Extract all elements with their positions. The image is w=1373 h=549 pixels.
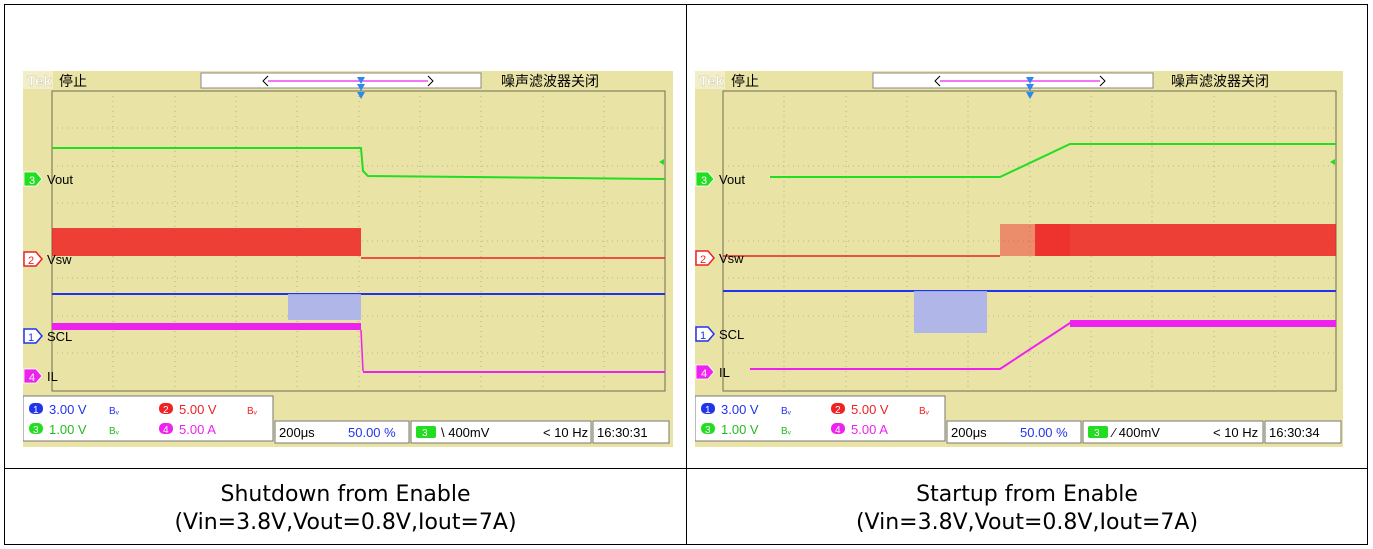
right-timebase: 200μs xyxy=(951,425,987,440)
svg-text:4: 4 xyxy=(163,425,169,436)
svg-text:3: 3 xyxy=(1094,428,1100,439)
left-caption-cell: Shutdown from Enable (Vin=3.8V,Vout=0.8V… xyxy=(4,468,687,545)
left-ch2-scale: 5.00 V xyxy=(179,402,217,417)
right-noise-filter-text: 噪声滤波器关闭 xyxy=(1171,74,1269,90)
right-vsw-trace xyxy=(723,224,1336,257)
svg-text:1: 1 xyxy=(28,332,34,344)
svg-text:Bᵥ: Bᵥ xyxy=(109,426,120,437)
right-ch3-scale: 1.00 V xyxy=(721,422,759,437)
svg-text:2: 2 xyxy=(700,254,706,266)
right-scl-trace xyxy=(723,290,1336,333)
left-noise-filter-text: 噪声滤波器关闭 xyxy=(501,74,599,90)
left-trigger-level: \ 400mV xyxy=(441,425,490,440)
svg-text:1: 1 xyxy=(33,405,39,416)
right-caption-cell: Startup from Enable (Vin=3.8V,Vout=0.8V,… xyxy=(686,468,1368,545)
left-trigger-freq: < 10 Hz xyxy=(543,425,588,440)
svg-text:3: 3 xyxy=(422,428,428,439)
left-channel-tag-vsw: 2 Vsw xyxy=(23,251,72,267)
left-scl-trace xyxy=(52,293,665,320)
right-channel-tag-vout: 3 Vout xyxy=(695,171,745,187)
svg-text:3: 3 xyxy=(705,425,711,436)
figure-table: Tek 停止 噪声滤波器关闭 xyxy=(4,4,1368,545)
left-status-text: 停止 xyxy=(59,73,87,90)
left-timebase: 200μs xyxy=(279,425,315,440)
right-tek-logo: Tek xyxy=(699,73,724,90)
svg-text:Vout: Vout xyxy=(719,172,745,187)
right-il-trace xyxy=(750,320,1336,370)
svg-text:Bᵥ: Bᵥ xyxy=(247,406,258,417)
svg-text:3: 3 xyxy=(701,175,707,187)
left-trigger-marker-icon xyxy=(357,77,365,84)
svg-text:IL: IL xyxy=(47,369,58,384)
right-trigger-freq: < 10 Hz xyxy=(1213,425,1258,440)
left-readout-bar: 1 3.00 V Bᵥ 2 5.00 V Bᵥ 3 1.00 V Bᵥ 4 5.… xyxy=(23,395,670,444)
svg-text:2: 2 xyxy=(28,255,34,267)
left-caption-conditions: (Vin=3.8V,Vout=0.8V,Iout=7A) xyxy=(174,510,517,535)
left-caption-title: Shutdown from Enable xyxy=(220,482,471,507)
right-trigger-level: ∕ 400mV xyxy=(1110,425,1160,440)
left-vout-trace xyxy=(52,147,666,180)
svg-text:Bᵥ: Bᵥ xyxy=(919,406,930,417)
svg-text:4: 4 xyxy=(701,368,707,380)
left-channel-tag-il: 4 IL xyxy=(23,368,58,384)
svg-text:SCL: SCL xyxy=(719,327,744,342)
svg-text:Vout: Vout xyxy=(47,172,73,187)
svg-text:3: 3 xyxy=(33,425,39,436)
right-trigger-marker-icon xyxy=(1026,77,1034,84)
svg-text:2: 2 xyxy=(835,405,841,416)
svg-text:4: 4 xyxy=(29,372,35,384)
left-scope-svg: Tek 停止 噪声滤波器关闭 xyxy=(23,71,673,444)
right-caption-conditions: (Vin=3.8V,Vout=0.8V,Iout=7A) xyxy=(855,510,1199,535)
left-ch4-scale: 5.00 A xyxy=(179,422,216,437)
right-readout-bar: 1 3.00 V Bᵥ 2 5.00 V Bᵥ 3 1.00 V Bᵥ 4 5.… xyxy=(695,395,1342,444)
right-scope-svg: Tek 停止 噪声滤波器关闭 xyxy=(695,71,1343,444)
right-vout-trace xyxy=(770,143,1336,178)
svg-text:2: 2 xyxy=(163,405,169,416)
svg-text:1: 1 xyxy=(700,330,706,342)
right-ch1-scale: 3.00 V xyxy=(721,402,759,417)
right-status-text: 停止 xyxy=(731,73,759,90)
svg-text:Bᵥ: Bᵥ xyxy=(109,406,120,417)
left-il-trace xyxy=(52,323,665,373)
right-channel-tag-scl: 1 SCL xyxy=(695,326,744,342)
left-trigger-position: 50.00 % xyxy=(348,425,396,440)
left-channel-tag-scl: 1 SCL xyxy=(23,328,72,344)
svg-text:Vsw: Vsw xyxy=(47,252,72,267)
svg-text:Bᵥ: Bᵥ xyxy=(781,406,792,417)
svg-text:Bᵥ: Bᵥ xyxy=(781,426,792,437)
svg-text:IL: IL xyxy=(719,365,730,380)
left-clock-time: 16:30:31 xyxy=(597,425,648,440)
left-tek-logo: Tek xyxy=(27,73,52,90)
right-clock-time: 16:30:34 xyxy=(1269,425,1320,440)
left-image-cell: Tek 停止 噪声滤波器关闭 xyxy=(4,4,687,469)
right-trigger-position: 50.00 % xyxy=(1020,425,1068,440)
right-caption-title: Startup from Enable xyxy=(916,482,1138,507)
svg-text:3: 3 xyxy=(29,175,35,187)
svg-text:4: 4 xyxy=(835,425,841,436)
right-ch4-scale: 5.00 A xyxy=(851,422,888,437)
svg-text:1: 1 xyxy=(705,405,711,416)
right-oscilloscope-screen: Tek 停止 噪声滤波器关闭 xyxy=(695,71,1343,447)
svg-text:SCL: SCL xyxy=(47,329,72,344)
right-channel-tag-vsw: 2 Vsw xyxy=(695,250,744,266)
left-oscilloscope-screen: Tek 停止 噪声滤波器关闭 xyxy=(23,71,673,447)
right-channel-tag-il: 4 IL xyxy=(695,364,730,380)
left-channel-tag-vout: 3 Vout xyxy=(23,171,73,187)
right-ch2-scale: 5.00 V xyxy=(851,402,889,417)
left-ch1-scale: 3.00 V xyxy=(49,402,87,417)
left-ch3-scale: 1.00 V xyxy=(49,422,87,437)
left-vsw-trace xyxy=(52,228,665,259)
right-image-cell: Tek 停止 噪声滤波器关闭 xyxy=(686,4,1368,469)
svg-text:Vsw: Vsw xyxy=(719,251,744,266)
